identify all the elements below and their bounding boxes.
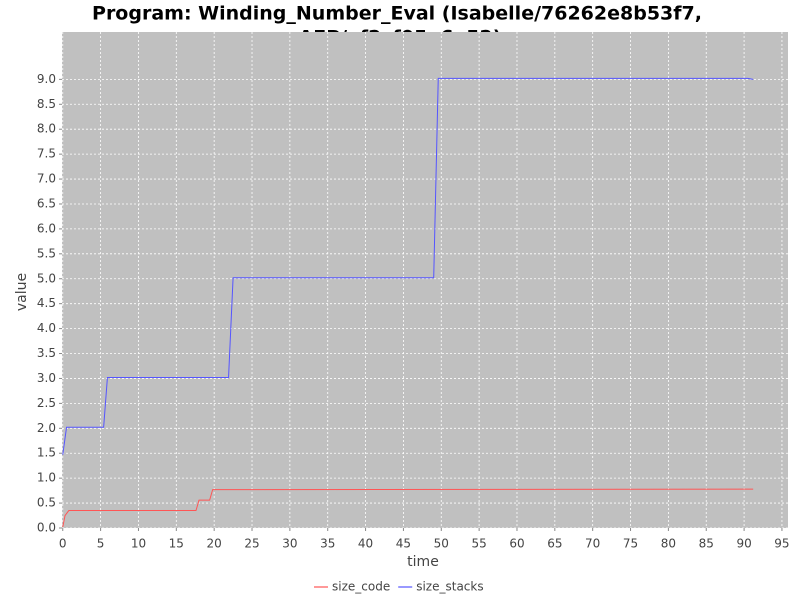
x-tick-label: 10 (131, 537, 146, 551)
series-line (62, 488, 754, 528)
x-tick-label: 90 (736, 537, 751, 551)
y-tick-label: 3.0 (37, 371, 56, 385)
y-tick-label: 7.0 (37, 172, 56, 186)
y-tick-label: 3.5 (37, 346, 56, 360)
y-axis-label: value (14, 273, 30, 311)
legend-label: size_code (332, 580, 390, 594)
y-tick-label: 5.5 (37, 246, 56, 260)
x-tick-label: 5 (97, 537, 105, 551)
y-tick-label: 4.5 (37, 296, 56, 310)
y-tick-label: 9.0 (37, 72, 56, 86)
x-tick-label: 75 (623, 537, 638, 551)
y-tick-label: 6.0 (37, 221, 56, 235)
y-tick-label: 8.5 (37, 97, 56, 111)
y-tick-label: 7.5 (37, 147, 56, 161)
x-tick-label: 0 (59, 537, 67, 551)
x-tick-label: 55 (471, 537, 486, 551)
legend-label: size_stacks (416, 580, 483, 594)
y-tick-label: 0.5 (37, 496, 56, 510)
y-tick-label: 6.5 (37, 196, 56, 210)
y-tick-label: 5.0 (37, 271, 56, 285)
x-tick-label: 35 (320, 537, 335, 551)
x-tick-label: 20 (207, 537, 222, 551)
x-tick-label: 15 (169, 537, 184, 551)
x-tick-label: 70 (585, 537, 600, 551)
x-tick-label: 25 (244, 537, 259, 551)
x-tick-label: 95 (774, 537, 789, 551)
series-line (62, 77, 754, 455)
x-tick-label: 85 (699, 537, 714, 551)
y-tick-label: 2.5 (37, 396, 56, 410)
x-axis-label: time (407, 554, 439, 570)
x-tick-label: 60 (509, 537, 524, 551)
x-tick-label: 80 (661, 537, 676, 551)
x-tick-label: 45 (396, 537, 411, 551)
y-tick-label: 4.0 (37, 321, 56, 335)
x-tick-label: 50 (434, 537, 449, 551)
x-tick-label: 30 (282, 537, 297, 551)
chart-title: Program: Winding_Number_Eval (Isabelle/7… (92, 3, 702, 25)
x-tick-label: 65 (547, 537, 562, 551)
y-tick-label: 0.0 (37, 521, 56, 535)
plot-area (62, 32, 788, 528)
y-tick-label: 1.5 (37, 446, 56, 460)
y-tick-label: 8.0 (37, 122, 56, 136)
y-tick-label: 1.0 (37, 471, 56, 485)
x-tick-label: 40 (358, 537, 373, 551)
y-tick-label: 2.0 (37, 421, 56, 435)
